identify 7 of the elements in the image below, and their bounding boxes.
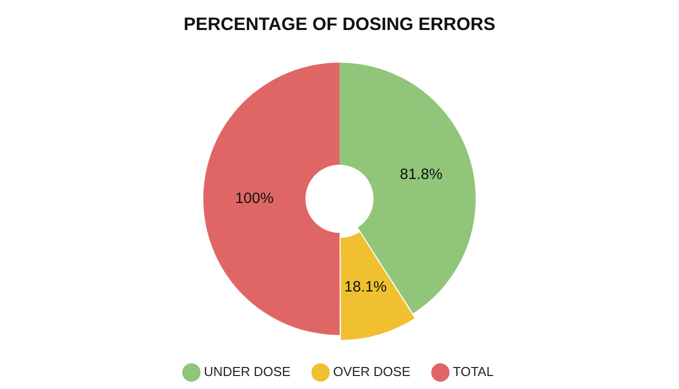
legend-label: TOTAL	[452, 364, 494, 380]
legend-label: UNDER DOSE	[204, 364, 291, 380]
data-label: 81.8%	[400, 166, 442, 183]
legend-label: OVER DOSE	[333, 364, 411, 380]
data-label: 18.1%	[344, 278, 387, 296]
data-label: 100%	[235, 190, 274, 208]
chart-title: PERCENTAGE OF DOSING ERRORS	[184, 14, 496, 34]
